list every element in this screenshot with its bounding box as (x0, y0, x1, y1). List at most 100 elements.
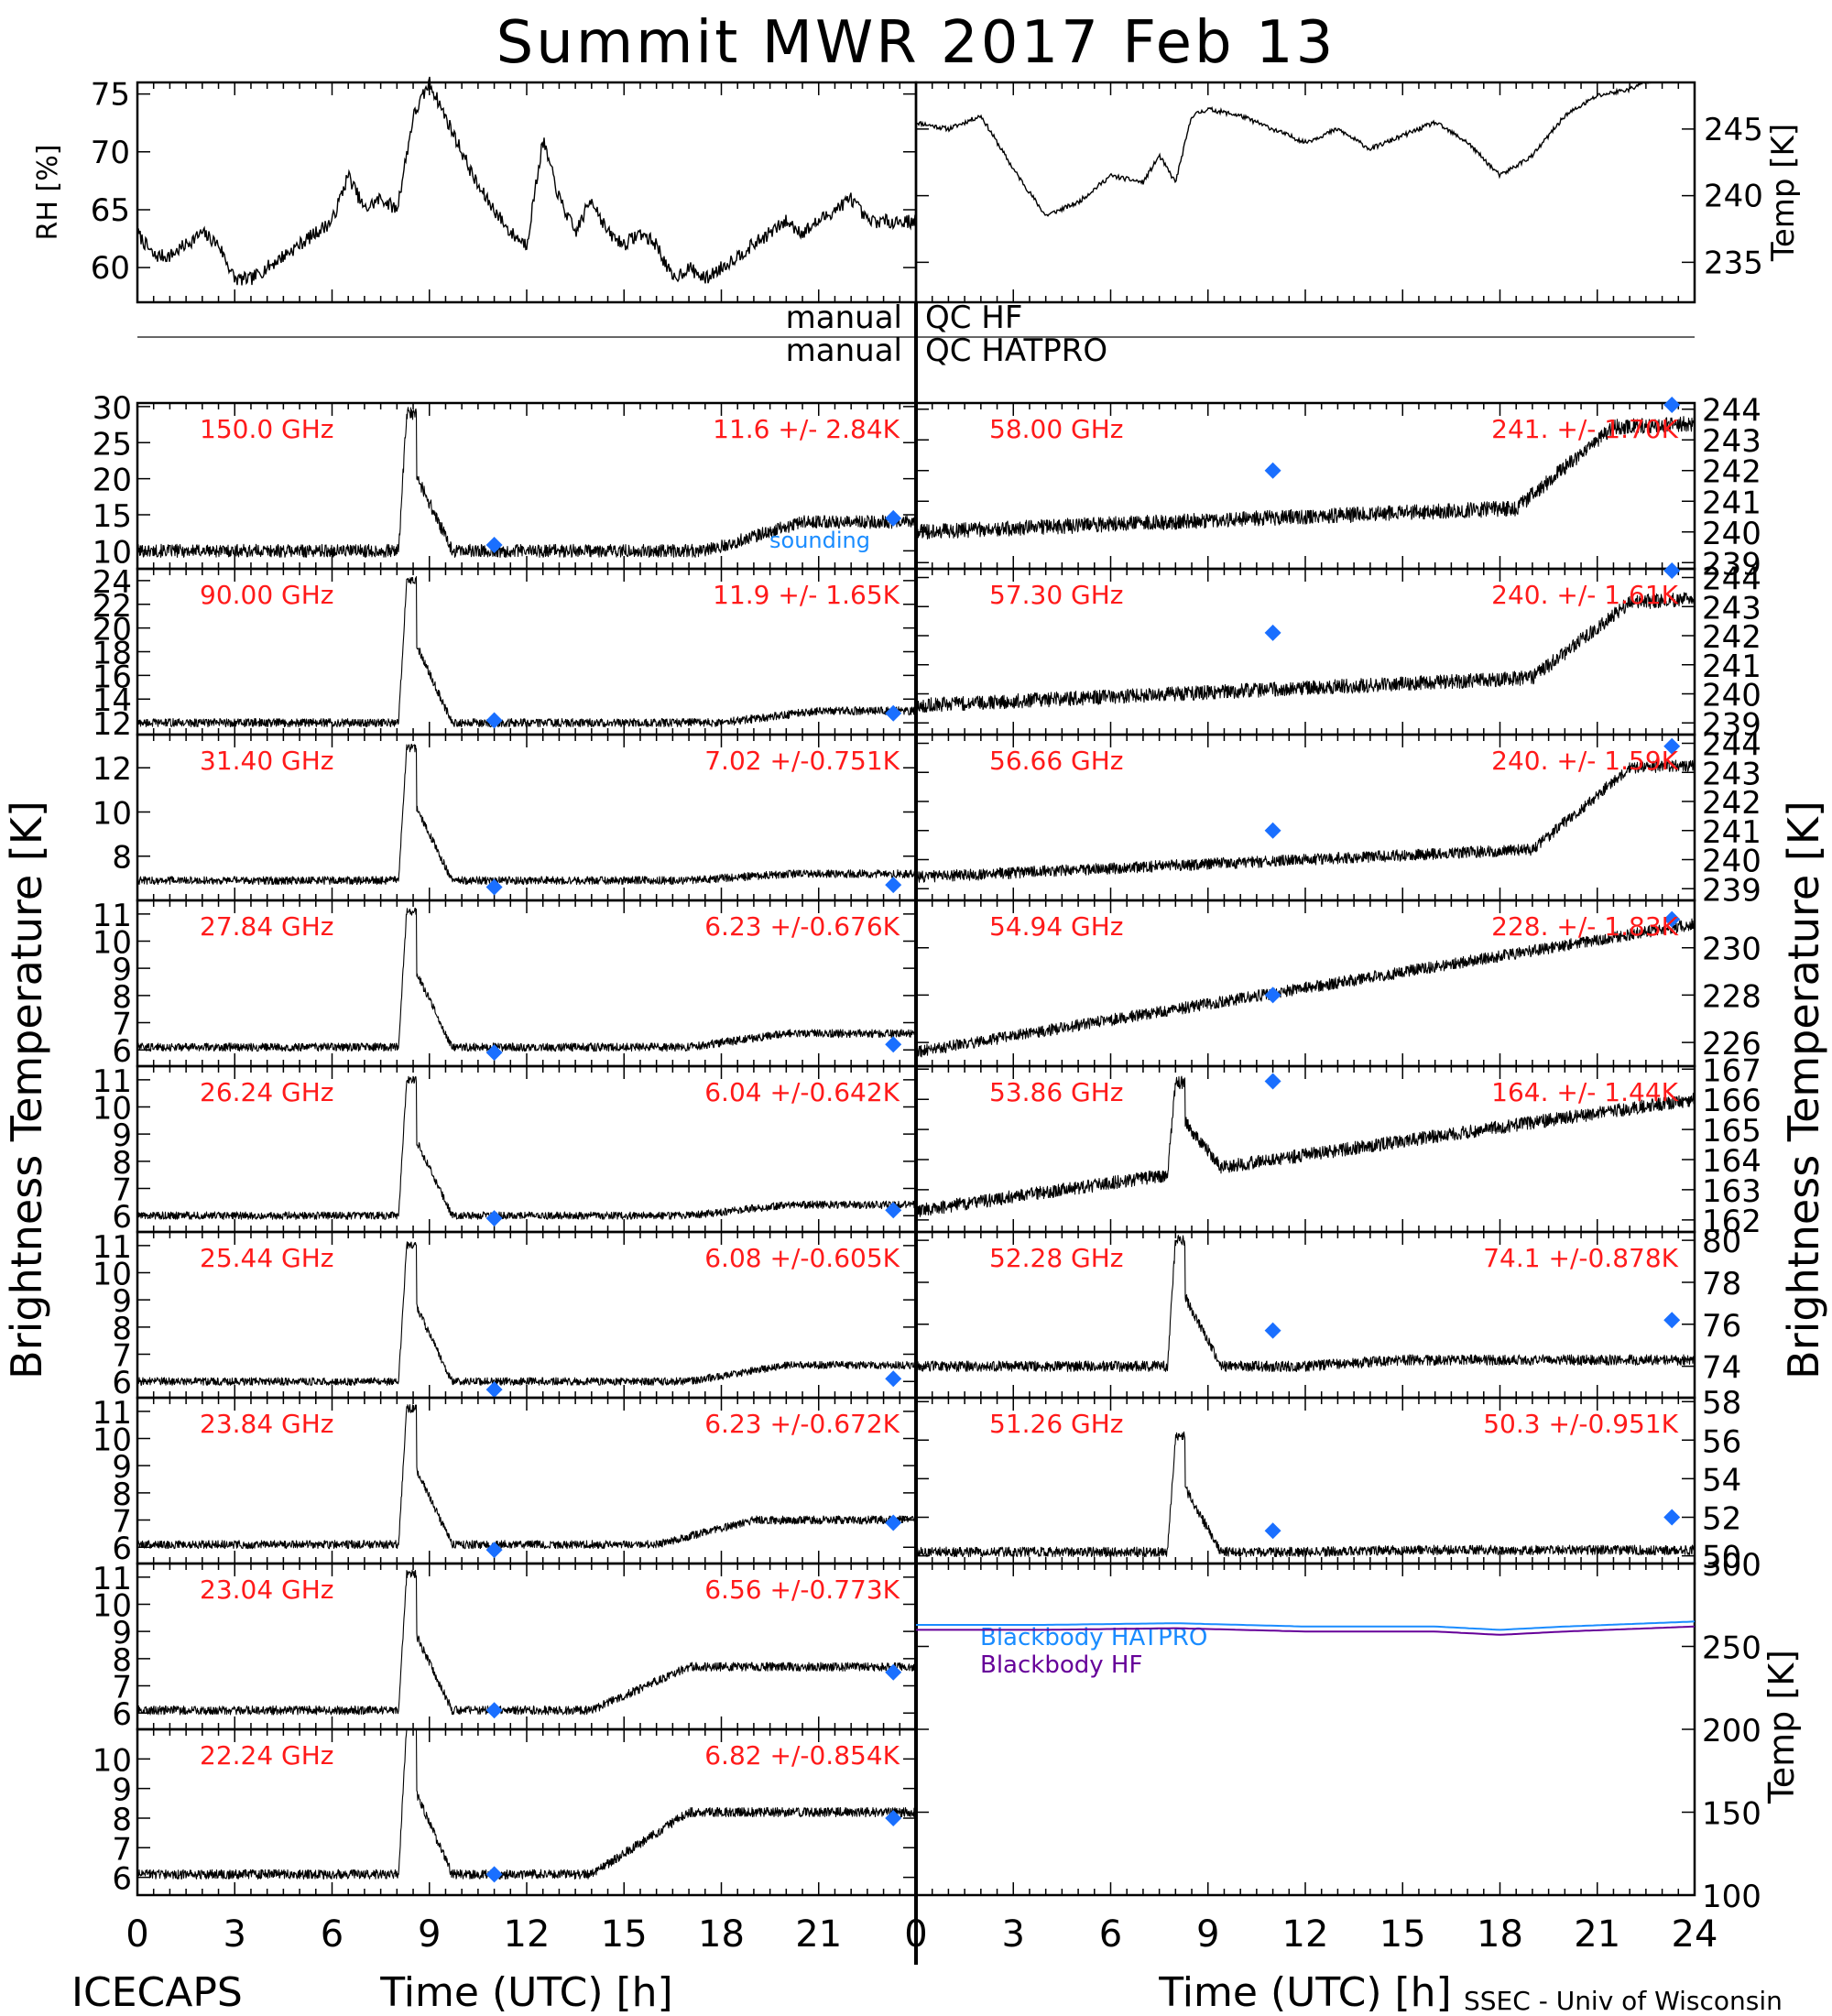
channel-ytick-label: 243 (1702, 590, 1761, 627)
channel-stat-label: 164. +/- 1.44K (1491, 1077, 1678, 1107)
channel-ytick-label: 243 (1702, 423, 1761, 460)
channel-panel-ticks (915, 735, 1696, 900)
blackbody-panel-ticks (915, 1563, 1696, 1896)
channel-trace-line (915, 1075, 1696, 1217)
channel-ytick-label: 230 (1702, 932, 1761, 968)
channel-stat-label: 6.82 +/-0.854K (704, 1740, 900, 1771)
rh-axis-label: RH [%] (32, 145, 64, 241)
channel-ytick-label: 241 (1702, 485, 1761, 521)
channel-stat-label: 6.23 +/-0.672K (704, 1409, 900, 1439)
channel-ytick-label: 74 (1702, 1350, 1741, 1387)
channel-ytick-label: 242 (1702, 785, 1761, 822)
channel-panel-ticks (915, 403, 1696, 569)
rh-series-line (136, 76, 917, 286)
channel-ytick-label: 8 (112, 1145, 132, 1182)
sounding-diamond-marker (885, 1663, 902, 1681)
channel-ytick-label: 241 (1702, 648, 1761, 685)
channel-ytick-label: 163 (1702, 1173, 1761, 1210)
channel-frequency-label: 51.26 GHz (989, 1409, 1124, 1439)
temp-series-line (916, 82, 1695, 217)
channel-ytick-label: 242 (1702, 454, 1761, 491)
right-xtick-label: 9 (1196, 1913, 1219, 1956)
sounding-diamond-marker (885, 1809, 902, 1826)
channel-ytick-label: 12 (93, 706, 132, 743)
channel-stat-label: 6.08 +/-0.605K (704, 1243, 900, 1273)
blackbody-panel-frame (914, 1562, 1696, 1897)
channel-ytick-label: 239 (1702, 872, 1761, 909)
channel-stat-label: 240. +/- 1.61K (1491, 580, 1678, 610)
channel-ytick-label: 9 (112, 1283, 132, 1320)
qc-row-left-label: manual (786, 300, 902, 336)
left-xtick-label: 9 (418, 1913, 441, 1956)
channel-frequency-label: 90.00 GHz (200, 580, 334, 610)
channel-stat-label: 228. +/- 1.83K (1491, 911, 1678, 942)
page-title: Summit MWR 2017 Feb 13 (496, 9, 1336, 77)
channel-trace-line (915, 918, 1696, 1058)
channel-ytick-label: 56 (1702, 1423, 1741, 1460)
channel-ytick-label: 52 (1702, 1500, 1741, 1537)
qc-row-left-label: manual (786, 332, 902, 369)
channel-ytick-label: 30 (93, 390, 132, 427)
blackbody-hatpro-line (916, 1620, 1696, 1631)
channel-ytick-label: 9 (112, 1449, 132, 1486)
channel-stat-label: 241. +/- 1.70K (1491, 414, 1678, 444)
sounding-legend-label: sounding (769, 528, 870, 553)
temp-ytick-label: 240 (1704, 179, 1763, 215)
blackbody-ytick-label: 250 (1702, 1630, 1761, 1667)
channel-ytick-label: 9 (112, 1117, 132, 1154)
channel-ytick-label: 166 (1702, 1083, 1761, 1119)
channel-ytick-label: 6 (112, 1531, 132, 1567)
channel-ytick-label: 244 (1702, 727, 1761, 764)
channel-ytick-label: 8 (112, 1802, 132, 1838)
sounding-diamond-marker (485, 878, 503, 896)
left-xtick-label: 0 (125, 1913, 148, 1956)
sounding-diamond-marker (1663, 397, 1681, 413)
channel-trace-line (915, 1431, 1696, 1558)
left-xtick-label: 18 (698, 1913, 745, 1956)
channel-panel-ticks (136, 735, 917, 900)
channel-stat-label: 7.02 +/-0.751K (704, 746, 900, 776)
channel-ytick-label: 8 (112, 1311, 132, 1347)
right-y-axis-label: Brightness Temperature [K] (1779, 801, 1828, 1379)
blackbody-hf-line (916, 1625, 1696, 1636)
channel-trace-line (136, 907, 917, 1052)
sounding-diamond-marker (485, 1210, 503, 1227)
sounding-diamond-marker (885, 509, 902, 527)
channel-trace-line (136, 1404, 917, 1550)
sounding-diamond-marker (1663, 562, 1681, 579)
channel-trace-line (915, 415, 1696, 540)
channel-frequency-label: 23.04 GHz (200, 1575, 334, 1605)
channel-ytick-label: 7 (112, 1007, 132, 1043)
blackbody-hf-label: Blackbody HF (980, 1651, 1142, 1679)
channel-ytick-label: 228 (1702, 978, 1761, 1015)
channel-frequency-label: 53.86 GHz (989, 1077, 1124, 1107)
footer-left-label: ICECAPS (71, 1969, 243, 2016)
channel-panel-ticks (915, 1398, 1696, 1564)
channel-ytick-label: 11 (93, 898, 132, 934)
channel-frequency-label: 150.0 GHz (200, 414, 334, 444)
left-xtick-label: 3 (224, 1913, 246, 1956)
channel-frequency-label: 31.40 GHz (200, 746, 334, 776)
sounding-diamond-marker (1663, 910, 1681, 928)
channel-panel-ticks (915, 569, 1696, 735)
right-xtick-label: 18 (1477, 1913, 1523, 1956)
channel-ytick-label: 24 (93, 564, 132, 601)
sounding-diamond-marker (885, 1370, 902, 1388)
sounding-diamond-marker (485, 1044, 503, 1062)
channel-ytick-label: 162 (1702, 1204, 1761, 1240)
rh-panel-ticks (136, 82, 917, 302)
channel-ytick-label: 7 (112, 1172, 132, 1209)
temp-axis-label: Temp [K] (1765, 124, 1802, 262)
temp-panel-ticks (915, 82, 1696, 302)
sounding-diamond-marker (485, 1381, 503, 1399)
sounding-diamond-marker (1264, 1522, 1281, 1540)
channel-ytick-label: 11 (93, 1395, 132, 1432)
channel-ytick-label: 80 (1702, 1224, 1741, 1260)
channel-ytick-label: 239 (1702, 706, 1761, 743)
sounding-diamond-marker (1663, 1312, 1681, 1329)
channel-ytick-label: 10 (93, 1422, 132, 1459)
rh-ytick-label: 65 (91, 192, 130, 229)
channel-stat-label: 240. +/- 1.59K (1491, 746, 1678, 776)
sounding-diamond-marker (1264, 986, 1281, 1004)
channel-ytick-label: 11 (93, 1229, 132, 1266)
